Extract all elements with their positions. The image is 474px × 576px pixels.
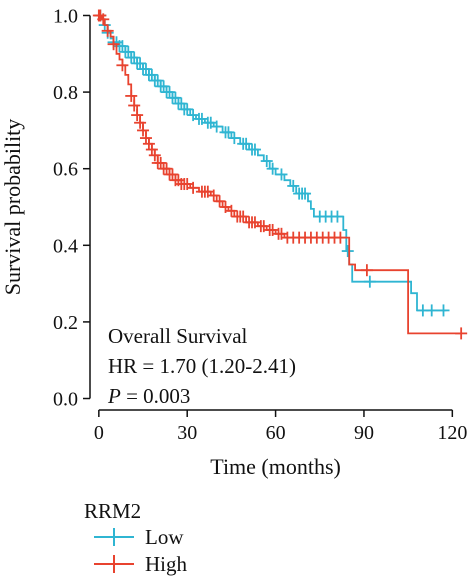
censor-mark-low xyxy=(210,120,223,133)
y-ticks: 0.0 0.2 0.4 0.6 0.8 1.0 xyxy=(53,5,90,411)
censor-mark-high xyxy=(107,38,120,51)
censor-mark-low xyxy=(275,168,288,181)
censor-mark-high xyxy=(455,327,468,340)
censor-mark-low xyxy=(145,68,158,81)
censor-mark-high xyxy=(148,149,161,162)
censor-mark-high xyxy=(116,59,129,72)
censor-mark-low xyxy=(139,63,152,76)
censor-mark-low xyxy=(134,57,147,70)
censor-mark-low xyxy=(240,137,253,150)
y-axis-label: Survival probability xyxy=(0,119,25,296)
censor-mark-high xyxy=(207,189,220,202)
x-tick-label: 120 xyxy=(437,422,467,444)
legend-entry-high: High xyxy=(94,552,188,576)
legend-label-low: Low xyxy=(145,525,184,549)
censor-mark-low xyxy=(181,103,194,116)
censor-mark-low xyxy=(128,51,141,64)
censor-mark-high xyxy=(142,137,155,150)
censor-mark-high xyxy=(160,162,173,175)
censor-mark-high xyxy=(128,99,141,112)
censor-mark-low xyxy=(163,86,176,99)
y-tick-label: 0.8 xyxy=(53,82,78,104)
censor-mark-high xyxy=(237,210,250,223)
annotation-block: Overall Survival HR = 1.70 (1.20-2.41) P… xyxy=(107,324,296,408)
censor-mark-low xyxy=(425,304,438,317)
x-tick-label: 30 xyxy=(177,422,197,444)
censor-mark-high xyxy=(134,116,147,129)
censor-mark-high xyxy=(166,168,179,181)
censor-mark-high xyxy=(187,181,200,194)
annotation-hr: HR = 1.70 (1.20-2.41) xyxy=(108,354,296,378)
censor-mark-high xyxy=(137,124,150,137)
censor-mark-low xyxy=(248,143,261,156)
censor-mark-high xyxy=(131,109,144,122)
legend-entries: Low High xyxy=(94,525,188,576)
censor-mark-high xyxy=(125,89,138,102)
legend-label-high: High xyxy=(145,552,188,576)
x-tick-label: 60 xyxy=(266,422,286,444)
censor-mark-low xyxy=(122,45,135,58)
censor-mark-low xyxy=(151,74,164,87)
censor-mark-low xyxy=(175,97,188,110)
censor-mark-low xyxy=(299,187,312,200)
series-layer xyxy=(92,9,468,340)
y-tick-label: 0.0 xyxy=(53,389,78,411)
censor-mark-low xyxy=(228,132,241,145)
censor-mark-low xyxy=(331,210,344,223)
censor-mark-high xyxy=(97,13,110,26)
censor-mark-high xyxy=(101,24,114,37)
annotation-pvalue: P = 0.003 xyxy=(107,384,190,408)
y-tick-label: 0.6 xyxy=(53,159,78,181)
y-tick-label: 0.2 xyxy=(53,312,78,334)
censor-mark-high xyxy=(145,143,158,156)
censor-mark-low xyxy=(169,91,182,104)
censor-mark-high xyxy=(334,231,347,244)
series-high xyxy=(92,9,468,340)
x-axis-label: Time (months) xyxy=(210,454,341,479)
censor-mark-high xyxy=(213,195,226,208)
censor-mark-low xyxy=(437,304,450,317)
legend-entry-low: Low xyxy=(94,525,184,549)
annotation-p-letter: P xyxy=(107,384,121,408)
censor-mark-low xyxy=(157,80,170,93)
censor-mark-low xyxy=(341,245,354,258)
censor-mark-low xyxy=(287,179,300,192)
censor-mark-low xyxy=(260,155,273,168)
annotation-title: Overall Survival xyxy=(108,324,248,348)
censor-mark-low xyxy=(266,162,279,175)
x-tick-label: 0 xyxy=(94,422,104,444)
legend: RRM2 Low High xyxy=(84,499,188,576)
censor-mark-high xyxy=(225,204,238,217)
series-low xyxy=(94,9,450,317)
y-tick-label: 1.0 xyxy=(53,5,78,27)
annotation-p-rest: = 0.003 xyxy=(121,384,191,408)
censor-mark-high xyxy=(154,156,167,169)
x-tick-label: 90 xyxy=(354,422,374,444)
censor-mark-low xyxy=(363,275,376,288)
legend-title: RRM2 xyxy=(84,499,141,523)
censor-mark-low xyxy=(222,126,235,139)
censor-mark-high xyxy=(360,264,373,277)
censor-mark-low xyxy=(116,40,129,53)
x-ticks: 0 30 60 90 120 xyxy=(94,410,467,444)
y-tick-label: 0.4 xyxy=(53,235,78,257)
censor-mark-high xyxy=(139,132,152,145)
